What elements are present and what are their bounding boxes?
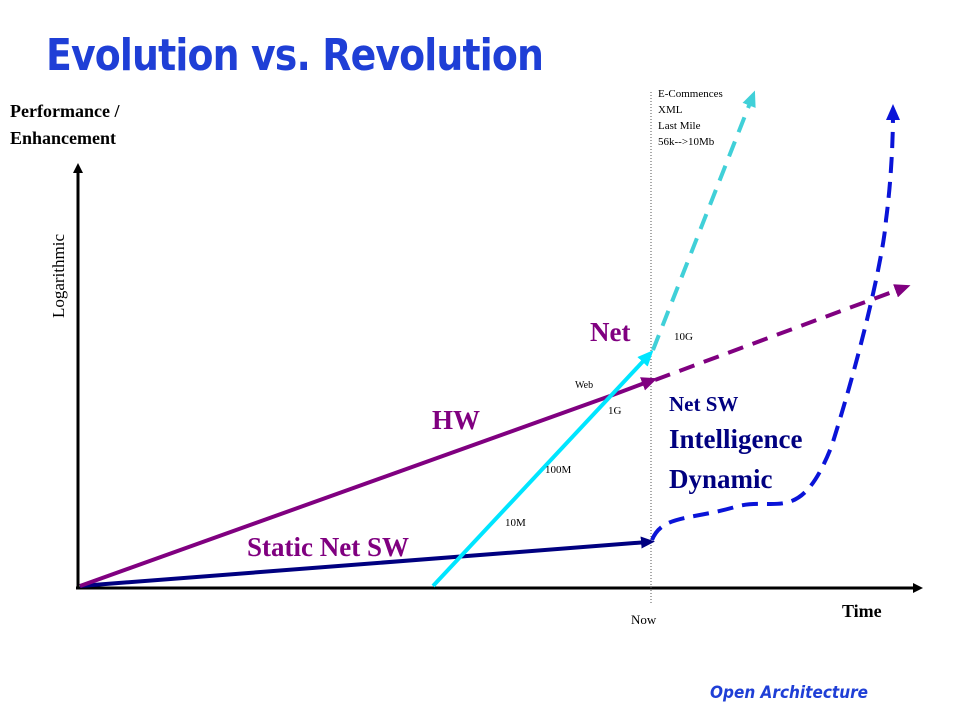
hw-line-segment-now bbox=[609, 377, 658, 398]
milestone-1g: 1G bbox=[608, 405, 622, 417]
y-axis-title-line1: Performance / bbox=[10, 101, 120, 121]
y-axis-title-line2: Enhancement bbox=[10, 128, 117, 148]
net-label: Net bbox=[590, 317, 630, 347]
milestone-10m: 10M bbox=[505, 517, 526, 529]
footer-brand: Open Architecture bbox=[710, 683, 869, 703]
intelligence-label: Intelligence bbox=[669, 424, 802, 454]
y-axis-title: Performance / Enhancement bbox=[10, 98, 119, 152]
net-sw-label: Net SW bbox=[669, 392, 738, 416]
x-axis-title: Time bbox=[842, 601, 882, 621]
milestone-10g: 10G bbox=[674, 331, 693, 343]
note-xml: XML bbox=[658, 104, 683, 116]
hw-label: HW bbox=[432, 405, 480, 435]
static-net-sw-label: Static Net SW bbox=[247, 532, 409, 562]
now-label: Now bbox=[631, 612, 657, 627]
milestone-100m: 100M bbox=[545, 464, 572, 476]
static-net-sw-line bbox=[79, 536, 655, 588]
hw-future-line bbox=[654, 284, 911, 382]
note-bandwidth: 56k-->10Mb bbox=[658, 136, 715, 148]
net-line bbox=[431, 350, 654, 588]
milestone-web: Web bbox=[575, 380, 593, 391]
net-future-line bbox=[651, 90, 756, 351]
hw-line bbox=[79, 394, 611, 588]
note-e-commences: E-Commences bbox=[658, 88, 723, 100]
note-last-mile: Last Mile bbox=[658, 120, 701, 132]
y-axis-scale-label: Logarithmic bbox=[49, 234, 68, 318]
slide-title: Evolution vs. Revolution bbox=[46, 30, 544, 81]
dynamic-label: Dynamic bbox=[669, 464, 773, 494]
